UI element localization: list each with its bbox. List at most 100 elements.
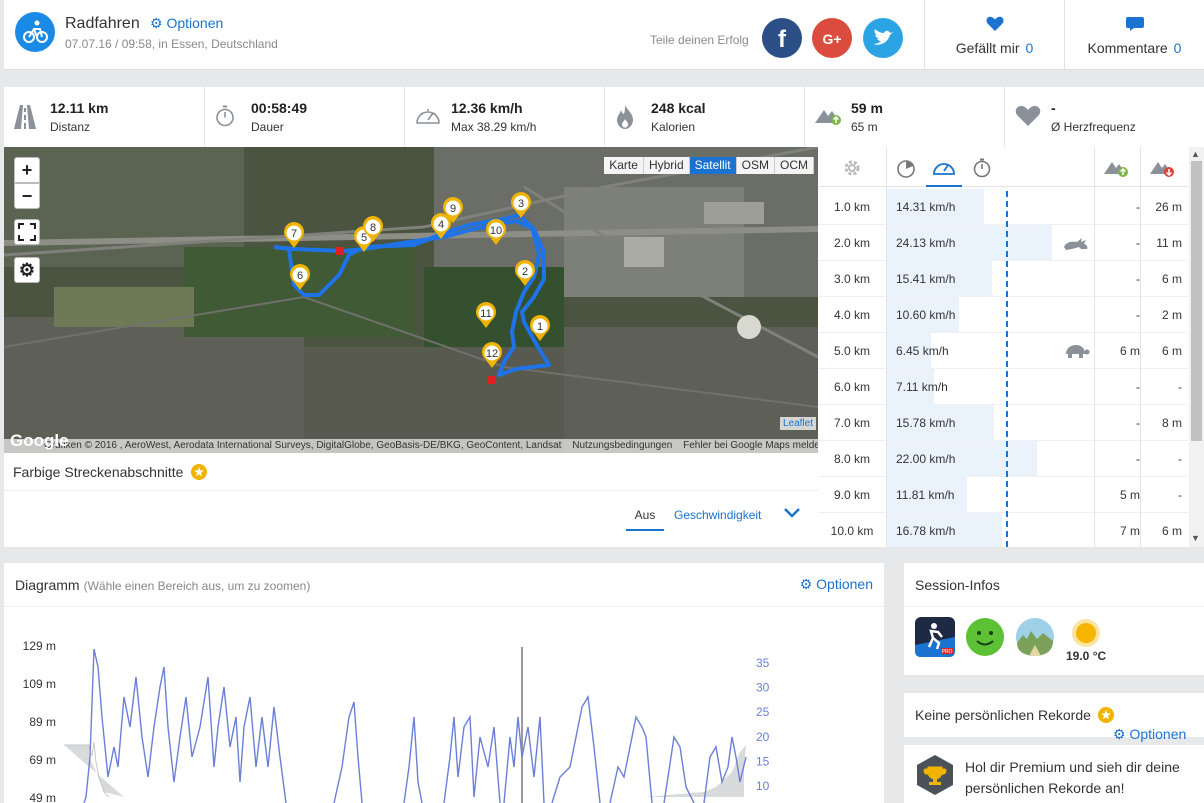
leaflet-link[interactable]: Leaflet [779, 417, 816, 430]
marker-label: 8 [370, 222, 376, 234]
scrollbar-thumb[interactable] [1191, 161, 1202, 441]
marker-badge [488, 222, 504, 238]
segment-speed-tab[interactable]: Geschwindigkeit [674, 508, 762, 522]
elevation-up-icon[interactable] [1104, 158, 1130, 178]
route-marker[interactable]: 10 [486, 218, 507, 245]
like-button[interactable]: Gefällt mir 0 [924, 0, 1064, 70]
twitter-share-button[interactable] [863, 18, 903, 58]
marker-badge [292, 267, 308, 283]
facebook-icon: f [778, 26, 787, 53]
route-marker[interactable]: 8 [363, 216, 384, 242]
marker-badge [532, 318, 548, 334]
route-map[interactable]: 1 2 3 4 5 6 7 8 9 10 11 12 Karte Hybrid Satellit OS… [4, 147, 818, 453]
split-km: 1.0 km [833, 200, 870, 214]
split-descent: 2 m [1161, 308, 1182, 322]
terms-link[interactable]: Nutzungsbedingungen [572, 440, 673, 451]
split-speed: 24.13 km/h [896, 236, 956, 250]
stat-label: Distanz [50, 120, 91, 134]
elevation-speed-chart[interactable]: 129 m 109 m 89 m 69 m 49 m 35 30 25 20 15 10 [4, 607, 884, 803]
elevation-down-icon[interactable] [1150, 158, 1176, 178]
diagram-options-button[interactable]: ⚙ Optionen [800, 576, 873, 593]
map-type-karte[interactable]: Karte [604, 157, 644, 174]
route-marker[interactable]: 4 [431, 213, 452, 239]
route-marker[interactable]: 11 [476, 302, 496, 328]
left-axis-tick: 69 m [29, 753, 56, 767]
route-marker[interactable]: 3 [511, 191, 532, 218]
report-error-link[interactable]: Fehler bei Google Maps melden [683, 440, 818, 451]
stat-value: - [1051, 100, 1056, 116]
records-options-button[interactable]: ⚙ Optionen [1113, 726, 1186, 743]
right-axis-tick: 25 [756, 705, 770, 719]
twitter-icon [873, 29, 893, 45]
fullscreen-button[interactable] [14, 219, 40, 245]
comment-icon [1125, 17, 1144, 31]
marker-badge [365, 219, 381, 235]
split-speed: 15.78 km/h [896, 416, 956, 430]
speed-bar [886, 189, 984, 224]
zoom-out-button[interactable]: − [14, 183, 40, 209]
route-marker[interactable]: 7 [284, 222, 304, 248]
options-button[interactable]: ⚙ Optionen [150, 15, 223, 32]
split-row: 1.0 km 14.31 km/h - 26 m [818, 189, 1188, 225]
scroll-up-arrow[interactable]: ▲ [1191, 149, 1200, 159]
pace-icon[interactable] [896, 158, 916, 178]
scroll-down-arrow[interactable]: ▼ [1191, 533, 1200, 543]
zoom-in-button[interactable]: + [14, 157, 40, 183]
heart-icon [1015, 106, 1041, 126]
stat-value: 59 m [851, 100, 883, 116]
map-type-ocm[interactable]: OCM [775, 157, 814, 174]
like-count: 0 [1025, 40, 1034, 56]
route-marker[interactable]: 2 [515, 260, 535, 286]
route-marker[interactable]: 1 [530, 315, 550, 341]
route-marker[interactable]: 12 [482, 342, 503, 368]
stat-value: 00:58:49 [251, 100, 308, 116]
activity-title: Radfahren [65, 15, 140, 32]
marker-badge [517, 263, 533, 279]
map-type-osm[interactable]: OSM [736, 157, 775, 174]
left-axis-tick: 49 m [29, 791, 56, 803]
google-plus-share-button[interactable]: G+ [812, 18, 852, 58]
stat-speed: 12.36 km/h Max 38.29 km/h [404, 87, 604, 147]
diagram-panel: Diagramm (Wähle einen Bereich aus, um zu … [4, 563, 884, 803]
speed-bar [886, 261, 992, 296]
split-ascent: - [1136, 416, 1140, 430]
map-type-hybrid[interactable]: Hybrid [643, 157, 690, 174]
segment-off-tab[interactable]: Aus [626, 508, 664, 531]
chevron-down-icon[interactable] [783, 506, 801, 520]
elevation-area [64, 745, 746, 797]
stat-calories: 248 kcal Kalorien [604, 87, 804, 147]
left-axis-tick: 89 m [29, 715, 56, 729]
share-label: Teile deinen Erfolg [650, 33, 749, 47]
split-descent: 6 m [1161, 344, 1182, 358]
elevation-icon [815, 110, 841, 125]
premium-teaser[interactable]: Hol dir Premium und sieh dir deine persö… [904, 745, 1204, 803]
terrain-park-icon [1016, 618, 1054, 656]
split-speed: 14.31 km/h [896, 200, 956, 214]
split-speed: 11.81 km/h [896, 488, 955, 502]
facebook-share-button[interactable]: f [762, 18, 802, 58]
speedometer-icon[interactable] [932, 158, 956, 178]
right-axis-tick: 30 [756, 681, 770, 695]
split-km: 3.0 km [833, 272, 870, 286]
stat-value: 12.11 km [50, 100, 109, 116]
colored-sections-label: Farbige Streckenabschnitte [13, 464, 184, 480]
splits-table-header [818, 147, 1188, 187]
activity-subtitle: 07.07.16 / 09:58, in Essen, Deutschland [65, 37, 278, 51]
map-settings-button[interactable]: ⚙ [14, 257, 40, 283]
split-ascent: - [1136, 272, 1140, 286]
records-panel: Keine persönlichen Rekorde ⚙ Optionen [904, 693, 1204, 742]
right-axis-tick: 15 [756, 754, 770, 768]
comments-button[interactable]: Kommentare 0 [1064, 0, 1204, 70]
gear-icon[interactable] [842, 158, 862, 178]
like-label: Gefällt mir [955, 40, 1020, 56]
split-km: 7.0 km [833, 416, 870, 430]
right-axis: 35 30 25 20 15 10 [756, 656, 770, 793]
split-row: 7.0 km 15.78 km/h - 8 m [818, 405, 1188, 441]
map-type-satellit[interactable]: Satellit [689, 157, 737, 174]
route-marker[interactable]: 9 [443, 197, 464, 223]
premium-text: Hol dir Premium und sieh dir deine persö… [965, 759, 1180, 796]
route-marker[interactable]: 6 [290, 264, 310, 290]
marker-label: 7 [291, 228, 297, 240]
split-row: 3.0 km 15.41 km/h - 6 m [818, 261, 1188, 297]
stopwatch-icon[interactable] [972, 158, 992, 178]
